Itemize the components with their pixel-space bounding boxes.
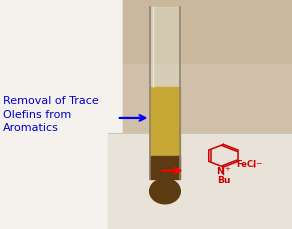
Bar [150,156,180,179]
Text: +: + [224,166,230,172]
Bar [123,0,292,64]
Bar [150,7,180,87]
Bar [123,0,292,229]
Bar [123,64,292,133]
Text: FeCl: FeCl [237,160,257,169]
Text: N: N [216,166,224,176]
Text: 4: 4 [252,164,256,169]
Text: Bu: Bu [217,176,230,185]
Text: −: − [255,159,261,168]
Bar [150,87,180,156]
Text: Removal of Trace
Olefins from
Aromatics: Removal of Trace Olefins from Aromatics [3,96,99,133]
Ellipse shape [150,179,180,204]
Bar [108,133,292,229]
